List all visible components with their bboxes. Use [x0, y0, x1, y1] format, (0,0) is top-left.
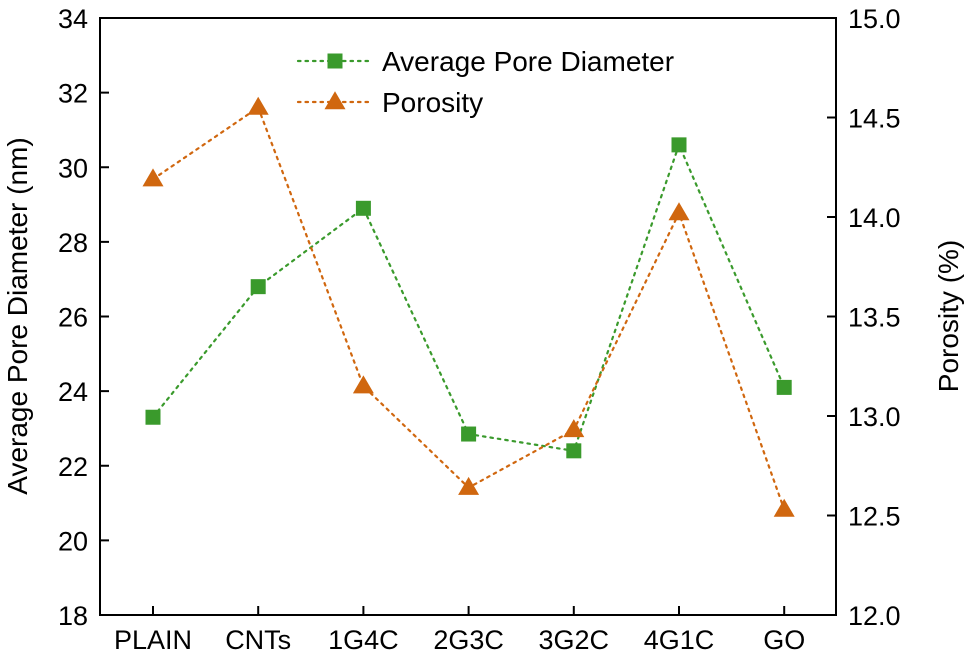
- data-point: [668, 202, 690, 221]
- data-point: [566, 443, 582, 459]
- right-y-tick-label: 14.0: [848, 203, 901, 233]
- right-y-tick-label: 13.5: [848, 303, 901, 333]
- legend: Average Pore Diameter Porosity: [296, 46, 674, 118]
- series-porosity: [142, 96, 795, 517]
- x-tick-label: CNTs: [225, 625, 291, 655]
- legend-marker: [324, 91, 346, 110]
- left-y-tick-label: 24: [58, 377, 88, 407]
- left-axis-label: Average Pore Diameter (nm): [2, 137, 33, 494]
- data-point: [776, 379, 792, 395]
- right-y-tick-label: 15.0: [848, 4, 901, 34]
- x-tick-label: 1G4C: [328, 625, 399, 655]
- data-point: [247, 96, 269, 115]
- x-tick-label: 4G1C: [644, 625, 715, 655]
- data-point: [142, 168, 164, 187]
- left-y-tick-label: 28: [58, 228, 88, 258]
- left-y-tick-label: 32: [58, 79, 88, 109]
- right-axis-label: Porosity (%): [933, 240, 964, 392]
- data-point: [250, 279, 266, 295]
- data-point: [773, 498, 795, 517]
- left-y-tick-label: 18: [58, 601, 88, 631]
- data-point: [355, 200, 371, 216]
- right-y-tick-label: 12.5: [848, 502, 901, 532]
- series-line: [151, 141, 786, 453]
- x-tick-label: PLAIN: [114, 625, 192, 655]
- left-y-tick-label: 20: [58, 526, 88, 556]
- legend-entry: Porosity: [296, 87, 483, 118]
- left-y-tick-label: 22: [58, 452, 88, 482]
- series-layer: [142, 96, 795, 517]
- data-point: [458, 476, 480, 495]
- data-point: [145, 409, 161, 425]
- left-y-tick-label: 34: [58, 4, 88, 34]
- x-tick-label: GO: [763, 625, 805, 655]
- series-line: [151, 105, 786, 511]
- x-tick-label: 3G2C: [539, 625, 610, 655]
- left-y-tick-label: 26: [58, 303, 88, 333]
- data-point: [461, 426, 477, 442]
- data-point: [563, 419, 585, 438]
- legend-marker: [327, 53, 343, 69]
- series-pore-diameter: [145, 137, 792, 459]
- legend-entry: Average Pore Diameter: [296, 46, 674, 77]
- right-y-tick-label: 14.5: [848, 104, 901, 134]
- right-y-tick-label: 13.0: [848, 402, 901, 432]
- legend-label: Average Pore Diameter: [382, 46, 674, 77]
- legend-label: Porosity: [382, 87, 483, 118]
- axis-layer: PLAIN CNTs 1G4C 2G3C 3G2C 4G1C GO 18 20 22 24 26 28 3…: [58, 4, 901, 655]
- data-point: [671, 137, 687, 153]
- data-point: [352, 375, 374, 394]
- right-y-tick-label: 12.0: [848, 601, 901, 631]
- left-y-tick-label: 30: [58, 153, 88, 183]
- x-tick-label: 2G3C: [433, 625, 504, 655]
